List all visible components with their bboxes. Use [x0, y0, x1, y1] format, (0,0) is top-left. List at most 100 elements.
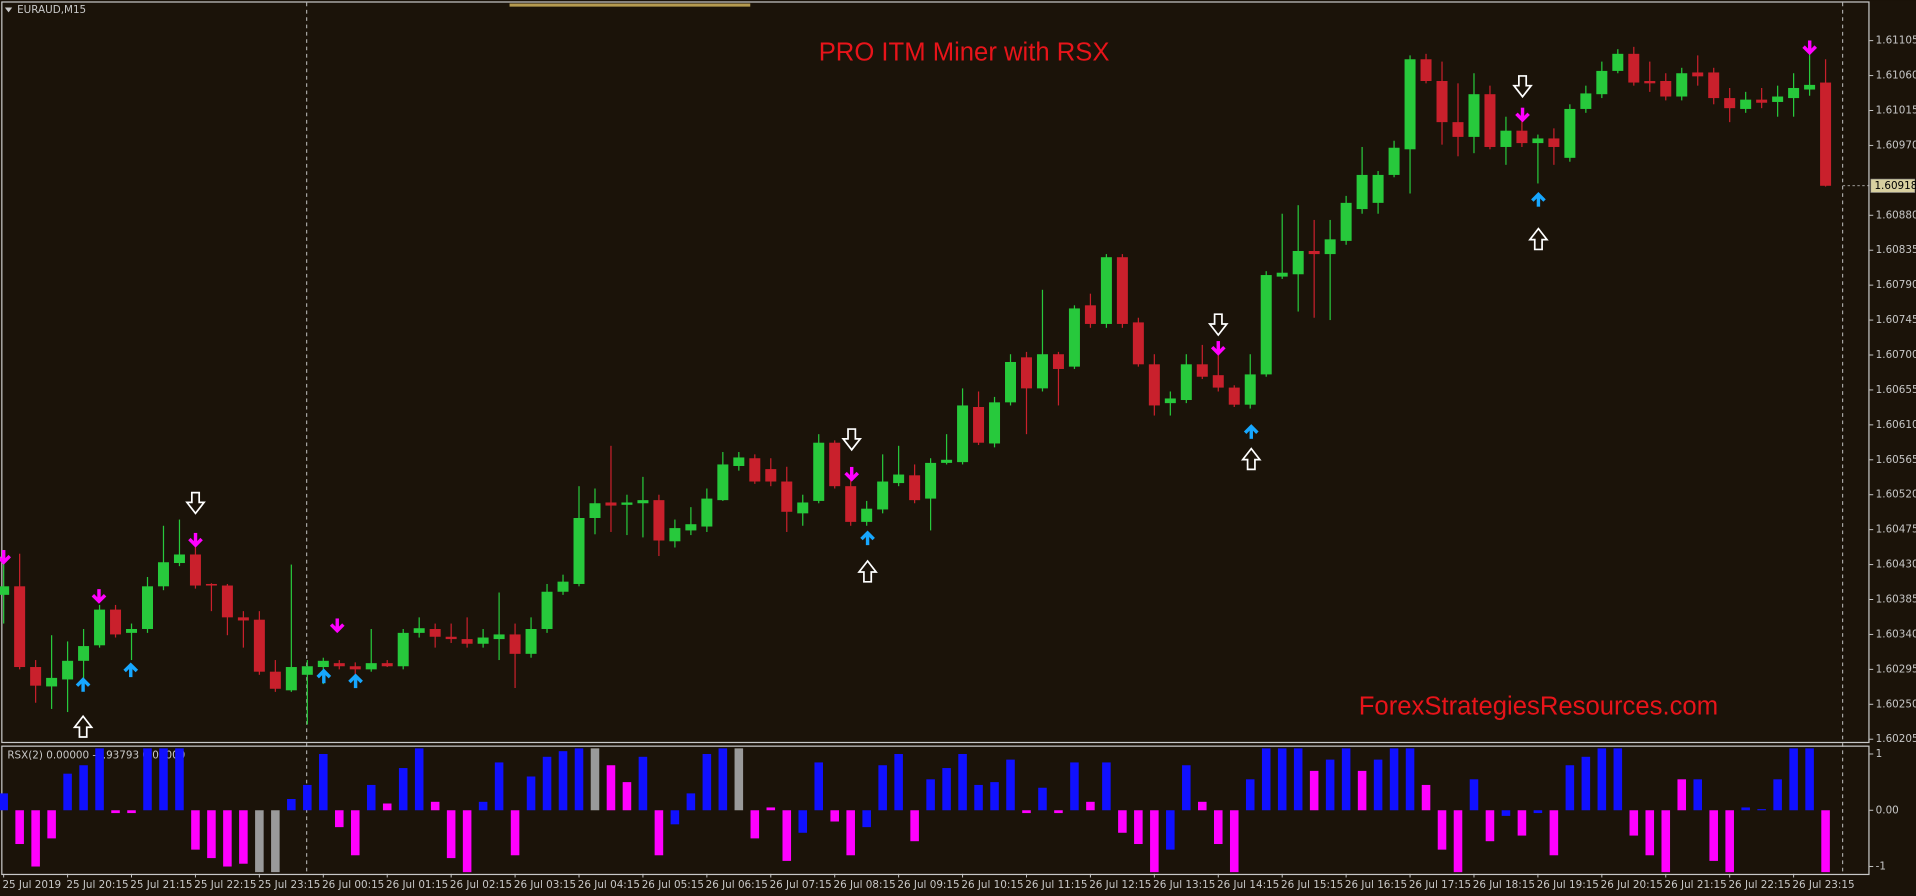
candle-body: [1244, 374, 1256, 405]
indicator-bar: [1709, 810, 1718, 861]
x-tick-label: 26 Jul 16:15: [1345, 879, 1407, 891]
candle-body: [1676, 73, 1688, 97]
candle-body: [157, 562, 169, 587]
candle-body: [1196, 364, 1208, 377]
x-tick-label: 26 Jul 02:15: [450, 879, 512, 891]
candle-body: [269, 671, 281, 689]
indicator-bar: [926, 779, 935, 811]
indicator-y-tick-label: -1: [1876, 861, 1886, 873]
indicator-bar: [1741, 807, 1750, 811]
indicator-bar: [526, 776, 536, 811]
indicator-bar: [95, 748, 104, 811]
indicator-bar: [303, 784, 312, 811]
candle-body: [701, 498, 713, 527]
candle-body: [445, 636, 457, 640]
indicator-bar: [958, 753, 967, 811]
candle-body: [797, 502, 809, 514]
indicator-bar: [638, 756, 648, 811]
y-tick-label: 1.60295: [1876, 663, 1916, 675]
indicator-bar: [1102, 762, 1111, 811]
candle-body: [142, 586, 153, 629]
candle-body: [973, 407, 985, 443]
candle-body: [1500, 130, 1512, 147]
indicator-bar: [1677, 779, 1687, 811]
indicator-bar: [494, 762, 504, 811]
candle-body: [1660, 80, 1672, 97]
indicator-bar: [654, 810, 664, 856]
indicator-bar: [510, 810, 520, 856]
indicator-bar: [1693, 779, 1702, 811]
candle-body: [317, 660, 329, 668]
indicator-bar: [1565, 765, 1575, 811]
candle-body: [685, 524, 697, 531]
candle-body: [893, 474, 905, 484]
indicator-bar: [1405, 748, 1415, 811]
candle-body: [733, 457, 745, 466]
candle-body: [221, 585, 233, 618]
indicator-bar: [1517, 810, 1527, 836]
indicator-bar: [782, 810, 792, 861]
indicator-bar: [1373, 759, 1383, 811]
candle-body: [749, 458, 761, 482]
candle-body: [957, 405, 969, 463]
candle-body: [1404, 59, 1416, 150]
indicator-bar: [1245, 779, 1255, 811]
indicator-bar: [622, 782, 632, 811]
indicator-bar: [1182, 765, 1191, 811]
candle-body: [413, 628, 425, 633]
candle-body: [1084, 305, 1096, 324]
indicator-bar: [686, 793, 696, 811]
indicator-bar: [1821, 810, 1830, 873]
candle-body: [1788, 87, 1800, 99]
indicator-bar: [1341, 748, 1351, 811]
candle-body: [1388, 147, 1400, 175]
indicator-bar: [606, 765, 616, 811]
indicator-bar: [1437, 810, 1447, 850]
candle-body: [909, 475, 921, 501]
candle-body: [30, 667, 42, 686]
candle-body: [1804, 84, 1816, 90]
x-tick-label: 25 Jul 21:15: [130, 879, 192, 891]
candle-body: [1708, 72, 1720, 99]
indicator-bar: [1613, 748, 1623, 811]
candle-body: [1628, 53, 1640, 83]
symbol-menu-icon: [4, 7, 13, 13]
y-tick-label: 1.60745: [1876, 314, 1916, 326]
candle-body: [1212, 375, 1224, 388]
x-tick-label: 26 Jul 21:15: [1665, 879, 1727, 891]
candle-body: [1548, 138, 1560, 147]
candle-body: [173, 554, 185, 564]
x-tick-label: 26 Jul 10:15: [961, 879, 1023, 891]
candle-body: [461, 639, 473, 644]
indicator-bar: [1006, 759, 1015, 811]
x-tick-label: 26 Jul 03:15: [514, 879, 576, 891]
x-tick-label: 26 Jul 00:15: [322, 879, 384, 891]
indicator-bar: [1134, 810, 1143, 845]
candle-body: [205, 583, 217, 586]
candle-body: [1564, 108, 1576, 158]
candle-body: [941, 459, 953, 463]
indicator-bar: [1325, 759, 1335, 811]
indicator-bar: [143, 748, 152, 811]
indicator-y-tick-label: 1: [1876, 748, 1883, 760]
candle-body: [1596, 70, 1608, 95]
indicator-bar: [1757, 809, 1766, 811]
indicator-bar: [766, 807, 776, 811]
candle-body: [1276, 272, 1288, 277]
x-tick-label: 25 Jul 2019: [2, 879, 61, 891]
candle-body: [1068, 308, 1080, 367]
indicator-bar: [47, 810, 56, 839]
candle-body: [1756, 99, 1768, 103]
candle-body: [301, 666, 313, 675]
candle-body: [1100, 257, 1112, 324]
indicator-bar: [1070, 762, 1079, 811]
indicator-bar: [63, 773, 72, 811]
indicator-bar: [191, 810, 200, 850]
candle-body: [653, 500, 665, 541]
candle-body: [333, 663, 345, 667]
candle-body: [813, 442, 825, 501]
indicator-bar: [287, 799, 296, 811]
y-tick-label: 1.60475: [1876, 524, 1916, 536]
x-tick-label: 26 Jul 23:15: [1792, 879, 1854, 891]
